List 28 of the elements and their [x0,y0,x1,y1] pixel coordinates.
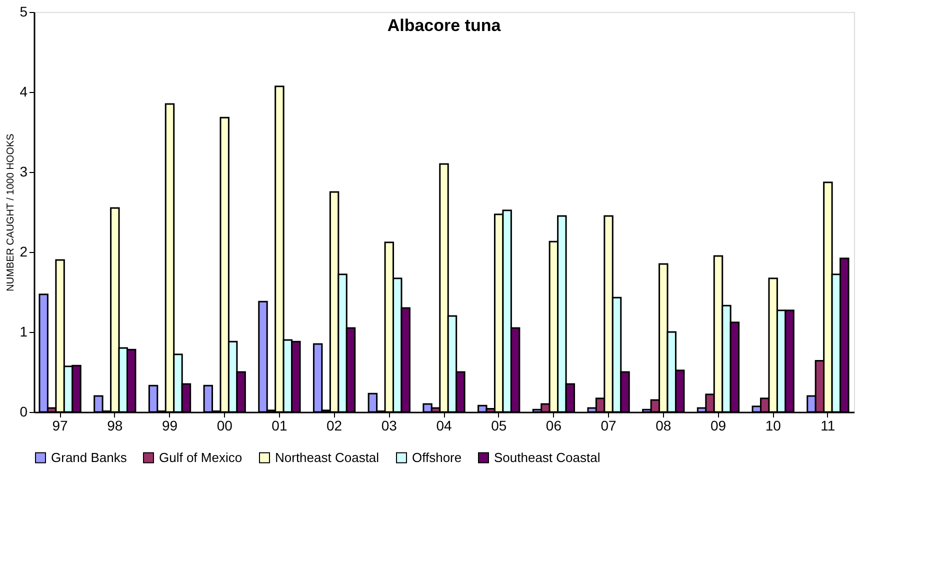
x-tick-label: 00 [216,418,233,434]
x-tick-label: 97 [52,418,68,434]
x-tick-label: 02 [326,418,342,434]
x-tick-label: 11 [820,418,836,434]
x-tick-label: 08 [656,418,672,434]
legend-label: Gulf of Mexico [159,450,242,465]
y-tick-label: 1 [20,324,28,340]
legend-label: Northeast Coastal [275,450,380,465]
legend-label: Offshore [412,450,462,465]
x-tick-label: 01 [272,418,288,434]
x-tick-label: 05 [491,418,507,434]
y-tick-label: 4 [20,84,28,100]
y-tick-label: 0 [20,404,28,420]
y-tick-label: 3 [20,164,28,180]
y-tick-label: 2 [20,244,28,260]
chart-title: Albacore tuna [387,16,502,35]
x-tick-label: 10 [765,418,782,434]
x-tick-label: 99 [162,418,178,434]
x-tick-label: 03 [381,418,398,434]
y-axis-title: NUMBER CAUGHT / 1000 HOOKS [6,133,17,292]
legend-label: Grand Banks [51,450,128,465]
legend-label: Southeast Coastal [494,450,600,465]
x-tick-label: 98 [107,418,123,434]
x-tick-label: 09 [710,418,726,434]
x-tick-label: 06 [546,418,562,434]
y-tick-label: 5 [20,4,28,20]
x-tick-label: 04 [436,418,452,434]
x-tick-label: 07 [600,418,617,434]
